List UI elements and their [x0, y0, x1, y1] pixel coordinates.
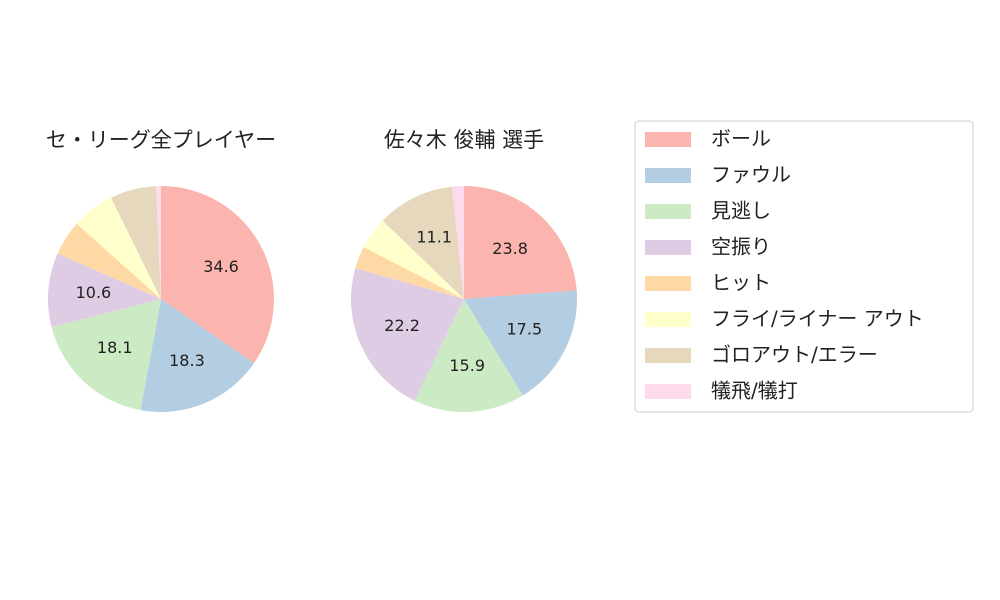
legend-label: ヒット	[711, 271, 771, 295]
legend-swatch	[645, 312, 691, 327]
pie-slice	[161, 186, 274, 364]
pie-slice	[110, 186, 161, 299]
pie-slice	[414, 299, 523, 413]
pie-slice	[57, 223, 162, 299]
value-label: 18.3	[169, 351, 205, 370]
value-label: 18.1	[97, 338, 133, 357]
pie-slice	[51, 299, 161, 411]
legend-swatch	[645, 168, 691, 183]
value-label: 10.6	[76, 283, 112, 302]
legend-label: 空振り	[711, 235, 771, 259]
pie-slice	[47, 253, 161, 328]
legend-label: 犠飛/犠打	[711, 379, 798, 403]
pie-slice	[464, 290, 577, 396]
value-label: 34.6	[203, 257, 239, 276]
pie-slice	[351, 268, 464, 401]
legend-label: フライ/ライナー アウト	[711, 307, 924, 331]
legend-label: ゴロアウト/エラー	[711, 343, 878, 367]
pie-slice	[451, 186, 464, 299]
value-label: 15.9	[449, 356, 485, 375]
pie-slice	[140, 299, 255, 412]
legend-swatch	[645, 384, 691, 399]
pie-slice	[355, 247, 464, 299]
legend-label: ファウル	[711, 163, 791, 187]
legend-swatch	[645, 348, 691, 363]
legend-swatch	[645, 132, 691, 147]
value-label: 11.1	[416, 228, 452, 247]
pie-slice	[156, 186, 161, 299]
legend-label: 見逃し	[711, 199, 771, 223]
pie-slice	[76, 197, 161, 299]
chart-title: 佐々木 俊輔 選手	[384, 128, 544, 152]
pie-slice	[363, 220, 464, 299]
chart-title: セ・リーグ全プレイヤー	[46, 128, 276, 152]
pie-slice	[464, 186, 577, 299]
pie-slice	[382, 186, 464, 299]
legend-box	[634, 120, 974, 413]
value-label: 17.5	[507, 319, 543, 338]
legend-label: ボール	[711, 127, 771, 151]
legend-swatch	[645, 204, 691, 219]
value-label: 22.2	[384, 316, 420, 335]
legend-swatch	[645, 276, 691, 291]
value-label: 23.8	[492, 239, 528, 258]
legend-swatch	[645, 240, 691, 255]
